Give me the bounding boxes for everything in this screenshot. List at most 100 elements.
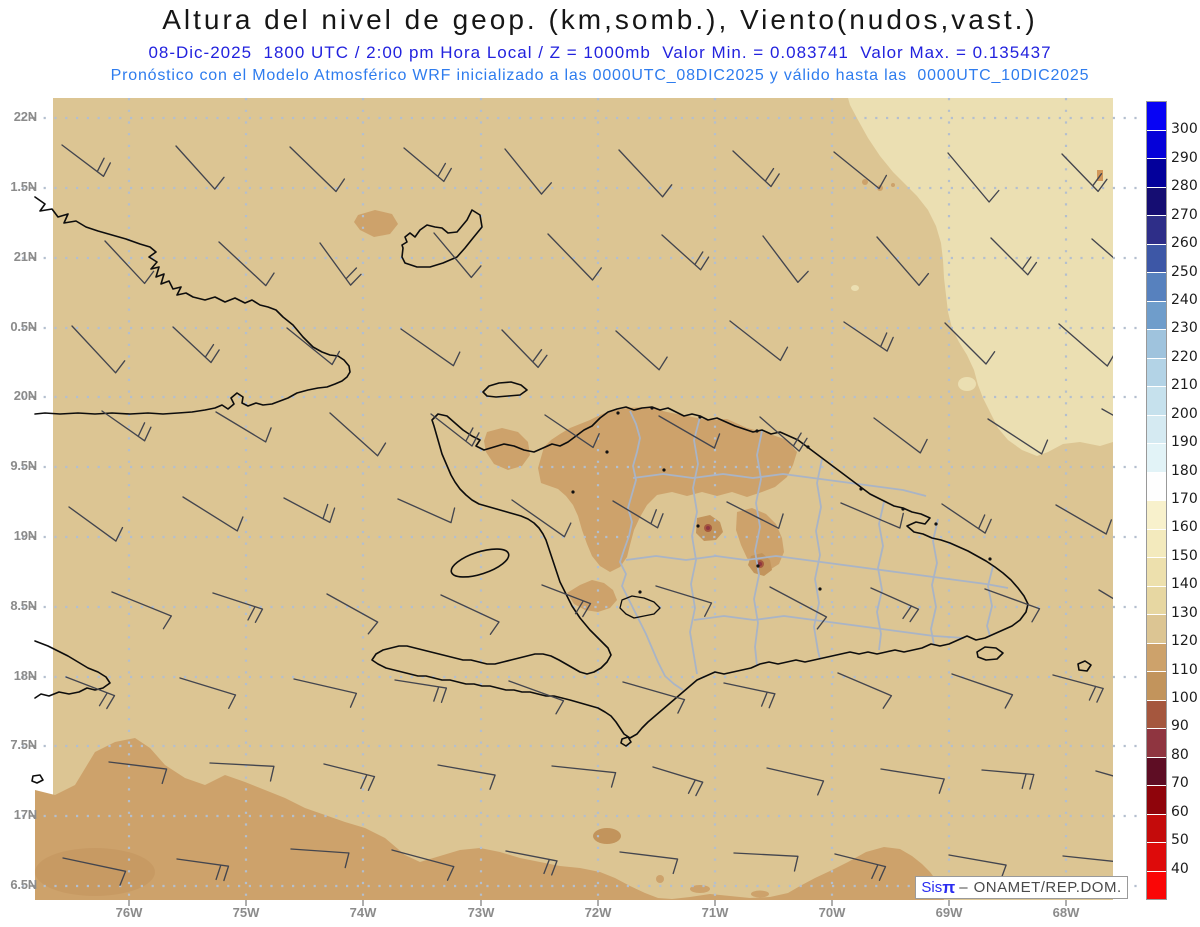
extremum-dot (934, 522, 938, 526)
wind-barb (873, 417, 928, 454)
lat-label: 0.5N (10, 319, 37, 334)
watermark-pi-icon: π (942, 878, 956, 897)
wind-barb (104, 240, 155, 285)
extremum-dot (818, 587, 822, 591)
shade-dark-haiti-northwest (484, 428, 530, 470)
extremum-dot (605, 450, 609, 454)
colorbar-tick-label: 160 (1171, 519, 1198, 536)
wind-barb (1098, 589, 1113, 600)
wind-barb (1061, 153, 1108, 193)
watermark-brand: Sis (921, 879, 943, 896)
wind-barb (508, 680, 565, 715)
colorbar-tick-label: 40 (1171, 860, 1189, 877)
colorbar-tick-label: 90 (1171, 718, 1189, 735)
colorbar-cell (1147, 843, 1166, 871)
shade-light-speck (851, 285, 859, 291)
coastline-gonave (450, 548, 510, 578)
wind-barb (951, 673, 1014, 709)
wind-barb (547, 233, 602, 281)
border-province (632, 473, 927, 497)
extremum-dot (662, 468, 666, 472)
colorbar-cell (1147, 159, 1166, 187)
lon-label: 69W (935, 905, 963, 920)
colorbar-cell (1147, 558, 1166, 586)
subtitle-datetime: 08-Dic-2025 1800 UTC / 2:00 pm Hora Loca… (148, 43, 1052, 62)
wind-barb (1052, 674, 1104, 703)
wind-barb (400, 328, 461, 367)
border-province (986, 565, 994, 637)
colorbar-cell (1147, 244, 1166, 272)
lat-label: 18N (13, 668, 37, 683)
wind-barb (505, 850, 558, 876)
colorbar-cell (1147, 301, 1166, 329)
wind-barb (733, 852, 799, 872)
lat-label: 22N (13, 109, 37, 124)
shade-dark-speck (593, 828, 621, 844)
shade-dark-speck (690, 885, 710, 893)
colorbar (1146, 101, 1167, 900)
colorbar-cell (1147, 786, 1166, 814)
shade-dark-speck (891, 183, 895, 187)
shade-dark-hispaniola-north (538, 407, 797, 572)
colorbar-tick-label: 200 (1171, 405, 1198, 422)
coastline-jamaica-tip (34, 640, 111, 699)
lat-label: 1.5N (10, 179, 37, 194)
lon-label: 68W (1052, 905, 1080, 920)
colorbar-tick-label: 260 (1171, 235, 1198, 252)
page-title: Altura del nivel de geop. (km,somb.), Vi… (162, 4, 1038, 35)
extremum-dot (696, 524, 700, 528)
watermark-separator: – (959, 879, 968, 896)
coastline-beata (620, 736, 632, 747)
axis-ticks (29, 117, 1067, 906)
coastline-great-inagua (401, 209, 483, 268)
wind-barb (290, 848, 350, 869)
colorbar-tick-label: 280 (1171, 178, 1198, 195)
wind-barb (433, 232, 482, 279)
lon-label: 76W (115, 905, 143, 920)
colorbar-tick-label: 150 (1171, 547, 1198, 564)
wind-barb (293, 678, 358, 708)
wind-barb (326, 593, 379, 635)
colorbar-cell (1147, 586, 1166, 614)
wind-barb (762, 235, 809, 283)
colorbar-cell (1147, 187, 1166, 215)
wind-barb (62, 857, 127, 886)
wind-barb (172, 326, 220, 364)
colorbar-cell (1147, 130, 1166, 158)
wind-barb (944, 322, 996, 365)
colorbar-tick-label: 240 (1171, 292, 1198, 308)
border-province (693, 615, 965, 639)
colorbar-cell (1147, 672, 1166, 700)
wind-barb (1095, 770, 1113, 777)
wind-barb (108, 761, 168, 785)
coastline-navassa (31, 774, 44, 784)
wind-barb (544, 414, 600, 449)
wind-barb (615, 330, 668, 371)
colorbar-tick-label: 220 (1171, 348, 1198, 365)
border-province (930, 518, 939, 646)
shade-dark-bottom-band (35, 738, 944, 900)
colorbar-tick-label: 120 (1171, 633, 1198, 650)
extremum-dot (650, 406, 654, 410)
wind-barb (286, 327, 341, 366)
coastline-lake-azuei (619, 595, 661, 619)
colorbar-tick-label: 170 (1171, 491, 1198, 507)
wind-barb (437, 764, 496, 790)
colorbar-cell (1147, 814, 1166, 842)
coastline-saona (976, 646, 1004, 661)
wind-barb (215, 411, 272, 443)
colorbar-cell (1147, 729, 1166, 757)
colorbar-cell (1147, 415, 1166, 443)
colorbar-tick-label: 60 (1171, 803, 1189, 820)
wind-barb (843, 321, 894, 352)
colorbar-tick-label: 100 (1171, 690, 1198, 706)
coastline-mona (1077, 660, 1092, 672)
lon-label: 74W (349, 905, 377, 920)
extremum-dot (988, 557, 992, 561)
colorbar-tick-label: 270 (1171, 206, 1198, 223)
wind-barb (840, 502, 904, 529)
wind-barb (766, 767, 825, 796)
extremum-dot (638, 590, 642, 594)
shading-layer (35, 98, 1113, 900)
